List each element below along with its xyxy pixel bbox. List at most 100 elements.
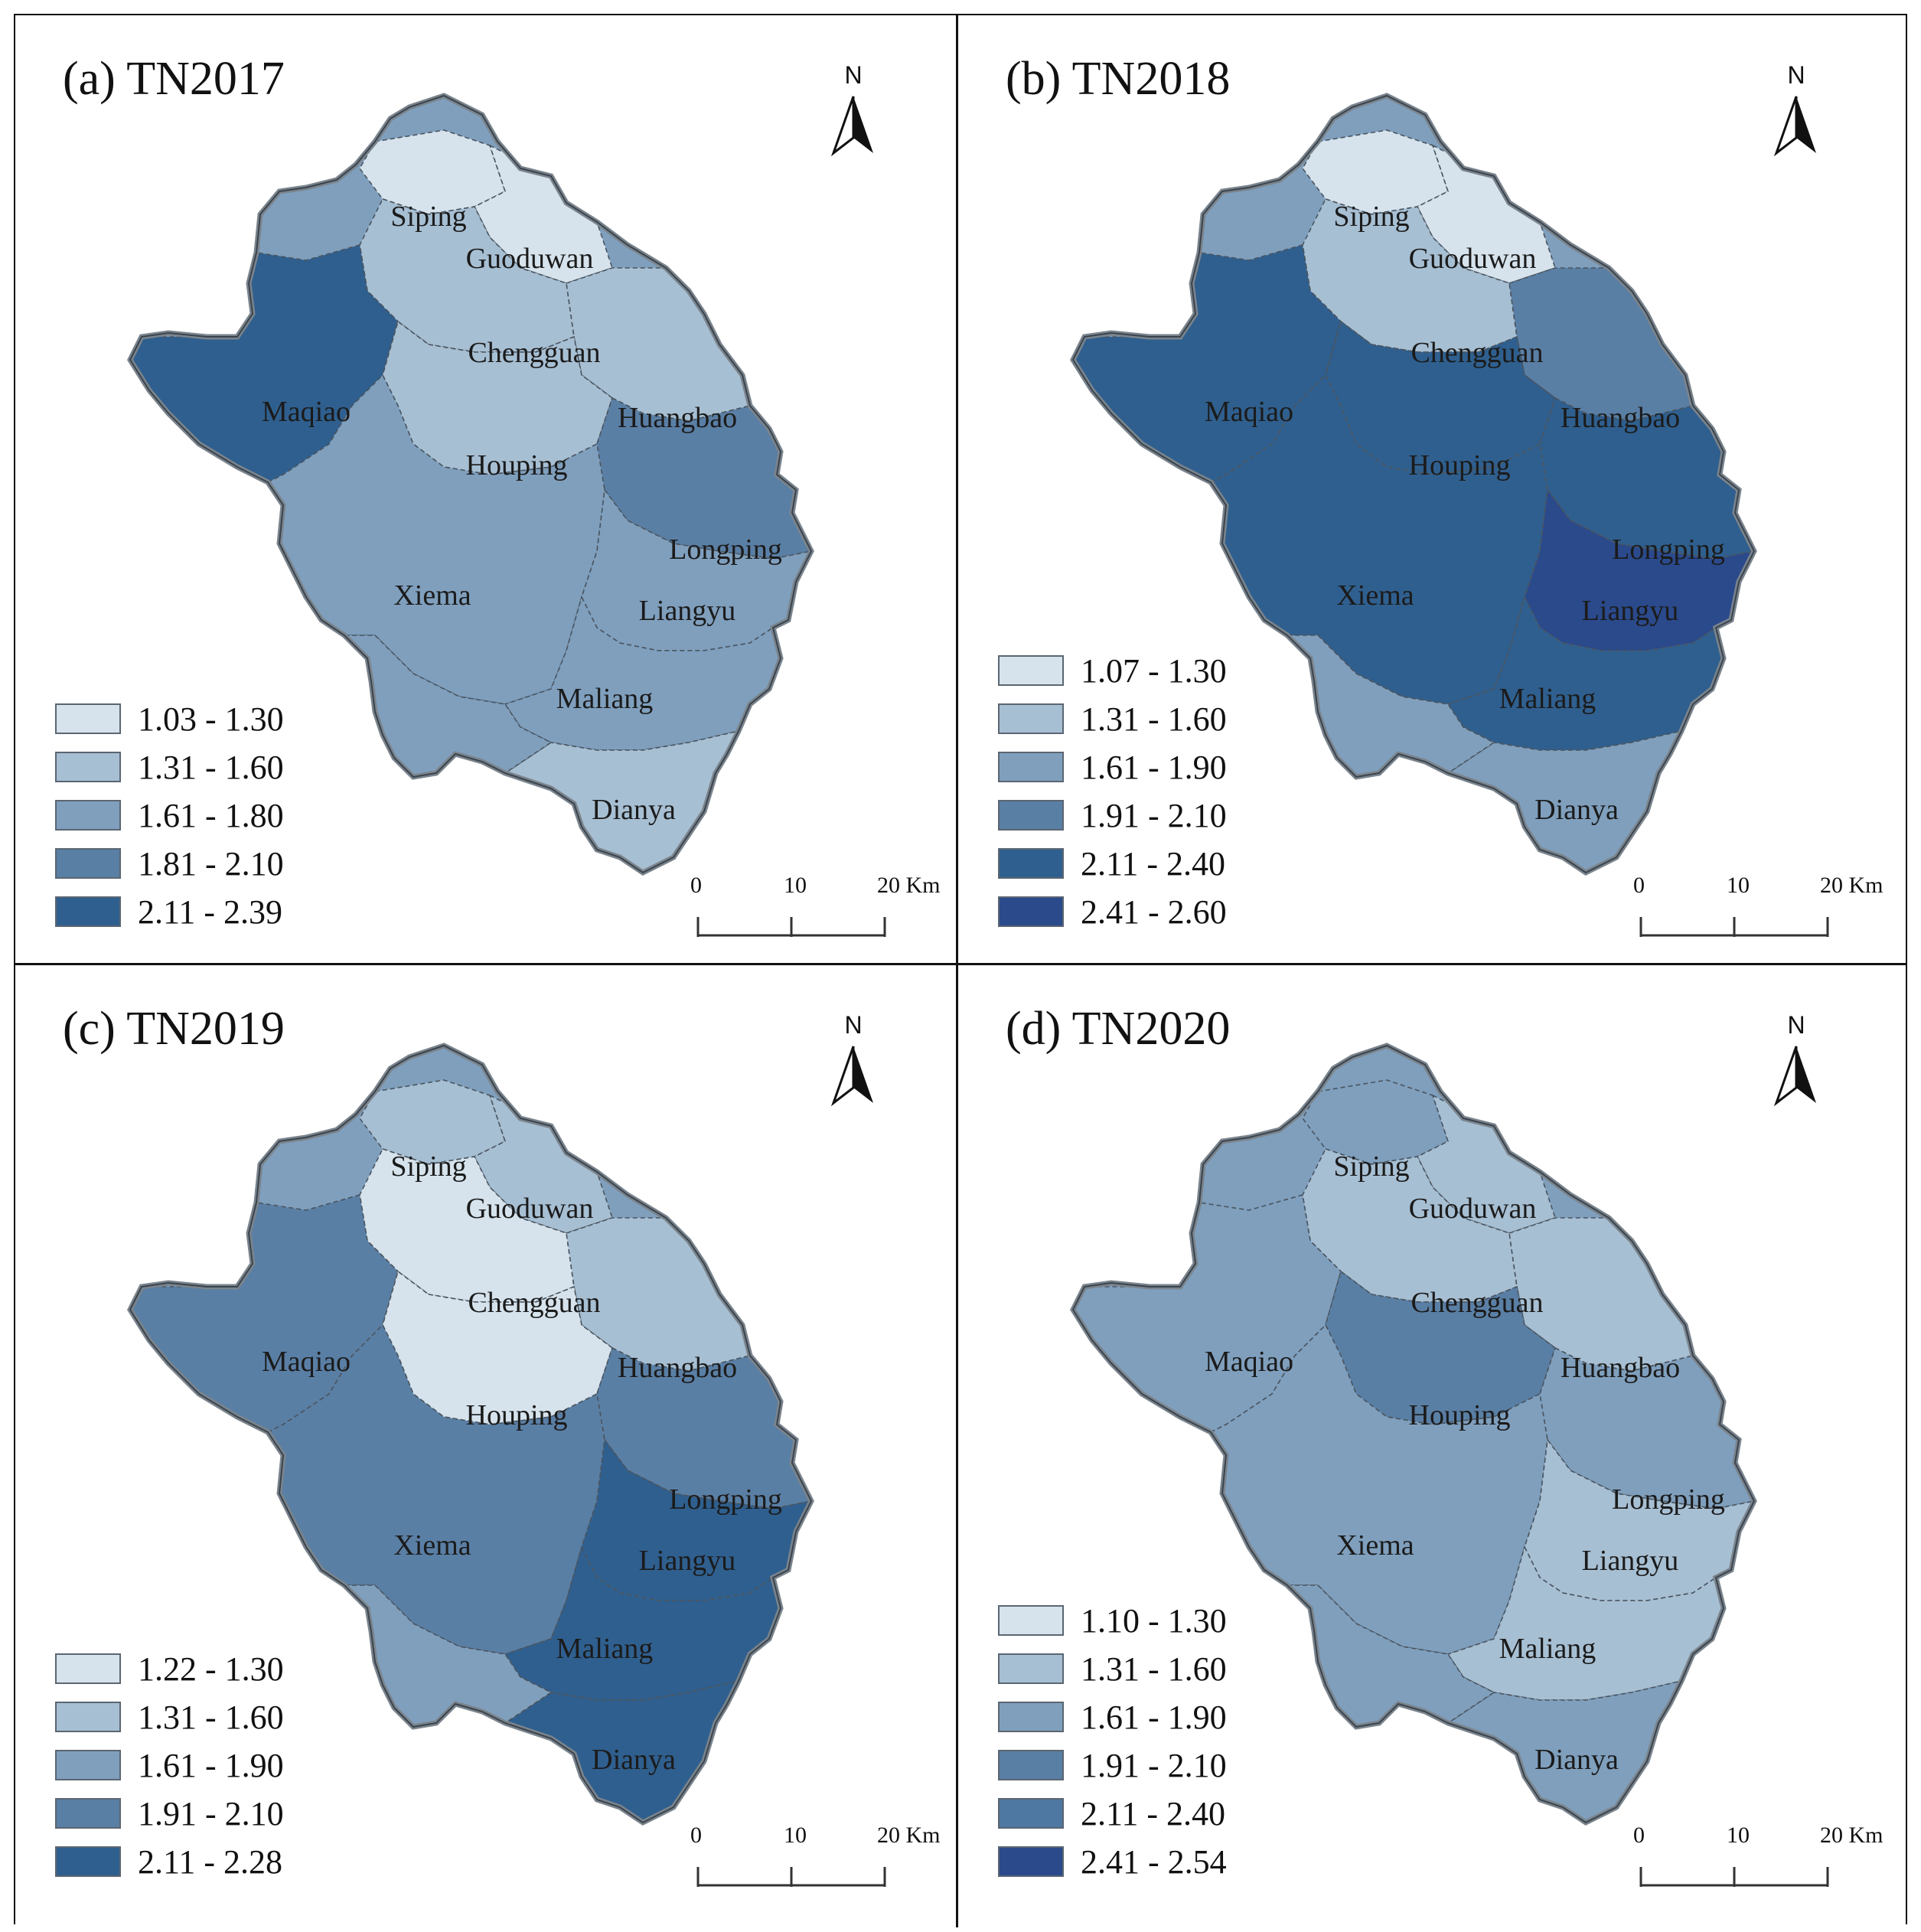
- region-liangyu: [1524, 488, 1754, 651]
- county-boundary-line: [1071, 1044, 1756, 1824]
- north-arrow: N: [830, 61, 899, 184]
- town-label-huangbao: Huangbao: [618, 402, 737, 434]
- legend-swatch: [998, 703, 1064, 734]
- scale-tick-label: 0: [1633, 1823, 1645, 1848]
- legend-label: 1.31 - 1.60: [138, 749, 284, 786]
- town-label-maliang: Maliang: [1499, 1633, 1596, 1665]
- scale-bar-line: [696, 1867, 886, 1887]
- legend-label: 1.61 - 1.80: [138, 797, 284, 834]
- legend-item: 1.81 - 2.10: [55, 845, 346, 883]
- scale-tick-label: 10: [784, 873, 807, 898]
- scale-tick-label: 20 Km: [1820, 1823, 1883, 1848]
- scale-tick-label: 10: [1727, 1823, 1750, 1848]
- town-label-maliang: Maliang: [556, 683, 654, 715]
- town-label-chengguan: Chengguan: [468, 1287, 600, 1319]
- legend-swatch: [998, 896, 1064, 927]
- scale-bar-line: [1639, 1867, 1829, 1887]
- legend-label: 1.61 - 1.90: [1081, 749, 1227, 786]
- legend-label: 1.61 - 1.90: [138, 1747, 284, 1784]
- legend-item: 2.11 - 2.39: [55, 893, 346, 932]
- town-label-liangyu: Liangyu: [1582, 595, 1679, 627]
- scale-tick-label: 20 Km: [877, 873, 941, 898]
- town-label-huangbao: Huangbao: [1561, 1352, 1680, 1384]
- town-label-liangyu: Liangyu: [1582, 1545, 1679, 1577]
- legend-swatch: [998, 655, 1064, 686]
- region-liangyu: [581, 488, 811, 651]
- scale-tick-label: 0: [690, 873, 702, 898]
- vertical-divider: [956, 14, 958, 1927]
- north-arrow: N: [1773, 1011, 1842, 1134]
- legend-label: 1.91 - 2.10: [138, 1795, 284, 1832]
- north-arrow-icon: [1774, 96, 1816, 156]
- town-label-guoduwan: Guoduwan: [466, 243, 594, 275]
- county-boundary-line: [1071, 94, 1756, 874]
- town-label-liangyu: Liangyu: [639, 595, 736, 627]
- scale-tick-label: 0: [1633, 873, 1645, 898]
- panel-title: (a) TN2017: [63, 53, 285, 105]
- town-label-maqiao: Maqiao: [1205, 396, 1293, 428]
- legend-swatch: [998, 800, 1064, 831]
- town-label-siping: Siping: [390, 201, 466, 233]
- scale-tick-label: 20 Km: [1820, 873, 1883, 898]
- town-label-maqiao: Maqiao: [262, 1346, 351, 1378]
- legend-item: 2.11 - 2.40: [998, 845, 1289, 883]
- scale-bar: 0 10 20 Km: [1616, 1823, 1892, 1891]
- town-label-xiema: Xiema: [1336, 1529, 1414, 1562]
- legend-item: 2.11 - 2.28: [55, 1843, 346, 1881]
- town-label-maqiao: Maqiao: [1205, 1346, 1293, 1378]
- legend-item: 1.07 - 1.30: [998, 652, 1289, 690]
- legend-item: 1.91 - 2.10: [998, 1747, 1289, 1785]
- town-label-xiema: Xiema: [393, 1529, 471, 1562]
- legend-item: 1.03 - 1.30: [55, 700, 346, 739]
- legend-swatch: [998, 1846, 1064, 1877]
- scale-tick-label: 10: [1727, 873, 1750, 898]
- north-arrow-icon: [831, 96, 873, 156]
- town-label-siping: Siping: [1333, 1150, 1409, 1183]
- legend-label: 2.11 - 2.40: [1081, 845, 1226, 883]
- legend-label: 1.03 - 1.30: [138, 700, 284, 738]
- legend-swatch: [55, 848, 121, 879]
- legend-item: 1.10 - 1.30: [998, 1602, 1289, 1640]
- scale-bar: 0 10 20 Km: [673, 1823, 949, 1891]
- town-label-liangyu: Liangyu: [639, 1545, 736, 1577]
- scale-tick-label: 10: [784, 1823, 807, 1848]
- legend-item: 1.31 - 1.60: [998, 700, 1289, 739]
- town-label-longping: Longping: [1612, 534, 1725, 566]
- town-label-longping: Longping: [669, 534, 782, 566]
- legend-label: 1.61 - 1.90: [1081, 1699, 1227, 1736]
- legend-swatch: [55, 1653, 121, 1684]
- panel-title: (b) TN2018: [1006, 53, 1231, 105]
- north-label: N: [1787, 1011, 1805, 1039]
- legend-swatch: [55, 800, 121, 831]
- legend-swatch: [55, 703, 121, 734]
- legend-swatch: [998, 752, 1064, 782]
- town-label-guoduwan: Guoduwan: [1409, 1193, 1537, 1225]
- frame-left: [14, 14, 15, 1924]
- legend-item: 2.41 - 2.54: [998, 1843, 1289, 1881]
- legend-item: 1.31 - 1.60: [55, 749, 346, 787]
- legend-swatch: [55, 752, 121, 782]
- legend-item: 1.91 - 2.10: [998, 797, 1289, 835]
- legend-item: 1.91 - 2.10: [55, 1795, 346, 1833]
- legend-label: 2.11 - 2.39: [138, 893, 283, 931]
- scale-bar: 0 10 20 Km: [1616, 873, 1892, 942]
- town-label-dianya: Dianya: [592, 794, 676, 826]
- town-label-houping: Houping: [466, 1399, 568, 1431]
- town-label-dianya: Dianya: [1535, 1744, 1619, 1776]
- legend-swatch: [55, 1798, 121, 1829]
- legend-label: 2.11 - 2.40: [1081, 1795, 1226, 1832]
- scale-bar-line: [696, 917, 886, 937]
- legend-swatch: [55, 1846, 121, 1877]
- legend-item: 1.22 - 1.30: [55, 1650, 346, 1689]
- town-label-maqiao: Maqiao: [262, 396, 351, 428]
- legend-label: 1.81 - 2.10: [138, 845, 284, 883]
- town-label-houping: Houping: [466, 449, 568, 481]
- legend-label: 1.22 - 1.30: [138, 1650, 284, 1688]
- town-label-guoduwan: Guoduwan: [466, 1193, 594, 1225]
- legend-label: 1.91 - 2.10: [1081, 1747, 1227, 1784]
- map-panel-2: Siping Guoduwan Chengguan Maqiao Huangbao Hou…: [958, 15, 1907, 957]
- legend-label: 1.10 - 1.30: [1081, 1602, 1227, 1640]
